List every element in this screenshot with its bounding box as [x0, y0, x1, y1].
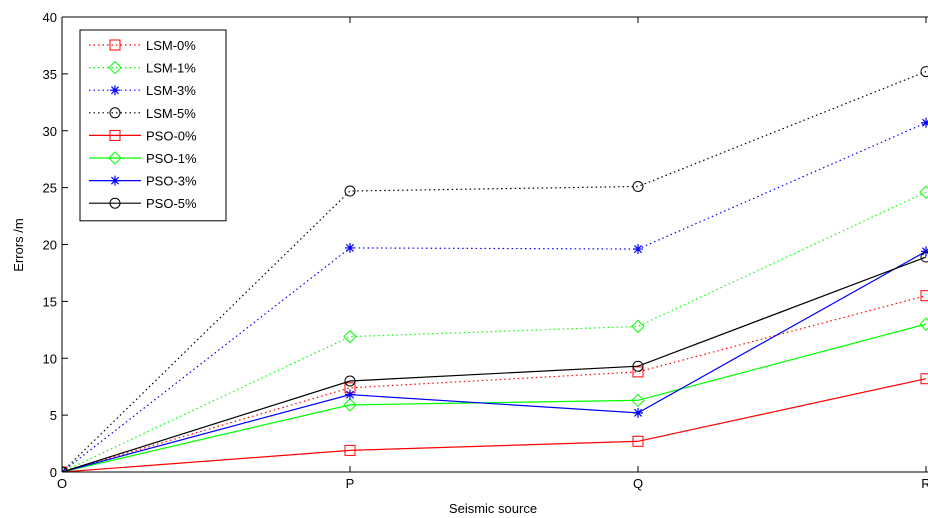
- x-tick-label: O: [57, 476, 67, 491]
- y-tick-label: 40: [43, 10, 57, 25]
- legend-label: PSO-5%: [146, 196, 197, 211]
- y-tick-label: 15: [43, 294, 57, 309]
- data-point: [632, 435, 644, 447]
- legend-item: LSM-3%: [89, 83, 196, 98]
- series-lsm-5pct: [62, 66, 928, 472]
- data-point: [631, 319, 645, 334]
- data-point: [344, 185, 356, 197]
- series-pso-5pct: [62, 251, 928, 472]
- data-point: [920, 290, 928, 302]
- data-point: [345, 389, 355, 400]
- y-tick-label: 30: [43, 124, 57, 139]
- legend-marker: [110, 175, 120, 186]
- series-pso-1pct: [62, 317, 928, 472]
- legend-box: [79, 29, 227, 222]
- legend: LSM-0% LSM-1% LSM-3% LSM-5% PSO-0% PSO-1% PSO-…: [79, 29, 227, 222]
- y-tick-label: 0: [50, 465, 57, 480]
- legend-marker: [108, 151, 122, 165]
- legend-label: LSM-1%: [146, 61, 196, 76]
- legend-item: PSO-5%: [89, 196, 197, 211]
- legend-label: PSO-0%: [146, 128, 197, 143]
- x-tick-label: Q: [633, 476, 643, 491]
- data-point: [920, 373, 928, 385]
- y-tick-label: 20: [43, 238, 57, 253]
- ticks: 0 5 10 15 20 25 30 35 40 O P Q R: [43, 10, 928, 491]
- data-point: [345, 242, 355, 253]
- data-point: [919, 317, 928, 331]
- data-point: [920, 66, 928, 78]
- legend-label: LSM-0%: [146, 38, 196, 53]
- legend-marker: [109, 39, 121, 51]
- data-point: [632, 366, 644, 378]
- legend-marker: [109, 107, 121, 119]
- y-tick-label: 5: [50, 408, 57, 423]
- legend-label: PSO-1%: [146, 151, 197, 166]
- legend-item: LSM-5%: [89, 106, 196, 121]
- data-point: [633, 407, 643, 418]
- data-point: [343, 329, 357, 344]
- series-line: [62, 323, 927, 472]
- data-point: [632, 360, 644, 372]
- legend-marker: [109, 129, 121, 141]
- data-point: [921, 246, 928, 257]
- series-pso-3pct: [62, 246, 928, 472]
- legend-label: LSM-3%: [146, 83, 196, 98]
- series-line: [62, 256, 927, 472]
- y-tick-label: 10: [43, 351, 57, 366]
- y-axis-label: Errors /m: [11, 218, 26, 271]
- data-point: [632, 180, 644, 192]
- series-line: [62, 122, 927, 472]
- legend-label: PSO-3%: [146, 174, 197, 189]
- series-layer: [62, 66, 928, 472]
- legend-item: PSO-0%: [89, 128, 197, 143]
- legend-item: PSO-1%: [89, 151, 197, 166]
- series-lsm-3pct: [62, 117, 928, 472]
- y-tick-label: 25: [43, 181, 57, 196]
- data-point: [344, 375, 356, 387]
- data-point: [631, 393, 645, 408]
- data-point: [343, 398, 357, 412]
- series-line: [62, 378, 927, 472]
- data-point: [62, 465, 69, 472]
- series-line: [62, 191, 927, 472]
- legend-item: LSM-0%: [89, 38, 196, 53]
- legend-item: LSM-1%: [89, 61, 196, 76]
- x-axis-label: Seismic source: [449, 501, 537, 516]
- legend-label: LSM-5%: [146, 106, 196, 121]
- x-tick-label: R: [921, 476, 928, 491]
- data-point: [921, 117, 928, 128]
- data-point: [344, 444, 356, 456]
- data-point: [920, 251, 928, 263]
- y-tick-label: 35: [43, 67, 57, 82]
- data-point: [919, 185, 928, 199]
- series-pso-0pct: [62, 373, 928, 472]
- legend-marker: [108, 60, 122, 75]
- series-line: [62, 250, 927, 472]
- x-tick-label: P: [346, 476, 355, 491]
- legend-item: PSO-3%: [89, 174, 197, 189]
- legend-marker: [109, 197, 121, 209]
- data-point: [633, 244, 643, 255]
- legend-marker: [110, 85, 120, 96]
